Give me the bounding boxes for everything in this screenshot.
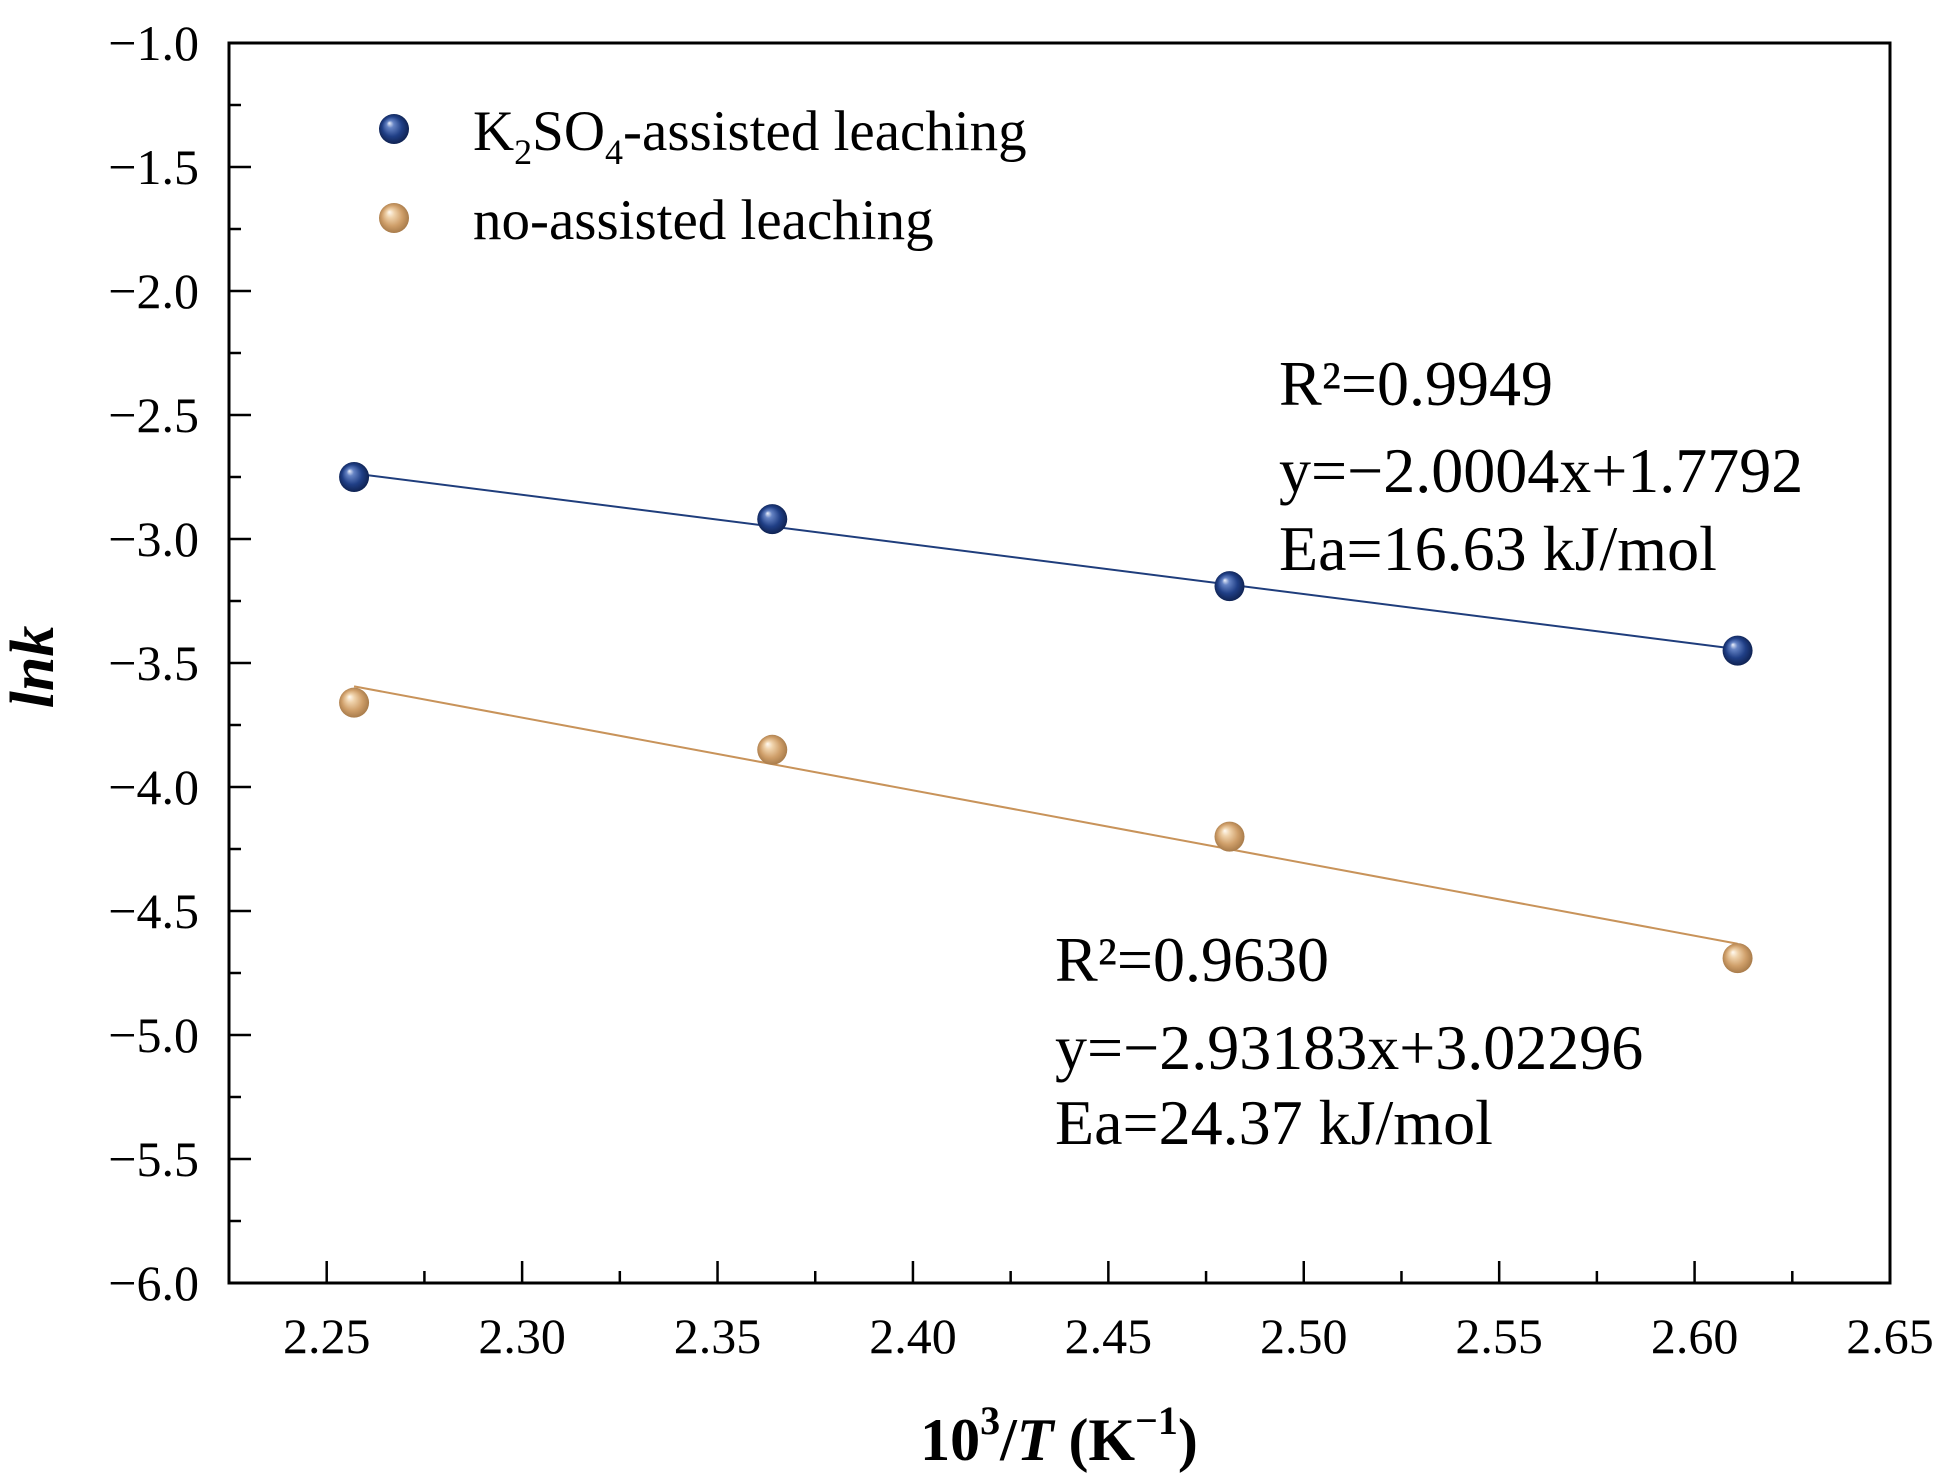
y-tick-label: −3.0 bbox=[108, 511, 199, 567]
x-tick-label: 2.55 bbox=[1455, 1308, 1543, 1364]
data-point-k2so4-assisted bbox=[1722, 635, 1753, 666]
y-tick-label: −6.0 bbox=[108, 1255, 199, 1311]
data-point-k2so4-assisted bbox=[757, 504, 788, 535]
x-axis-title-part: ) bbox=[1178, 1407, 1198, 1473]
x-tick-label: 2.25 bbox=[283, 1308, 371, 1364]
legend-marker-no-assisted bbox=[379, 203, 409, 233]
x-tick-label: 2.65 bbox=[1846, 1308, 1934, 1364]
legend-label-part: -assisted leaching bbox=[623, 100, 1027, 163]
data-point-k2so4-assisted bbox=[339, 462, 370, 492]
data-point-k2so4-assisted bbox=[1214, 571, 1245, 602]
x-axis-title-superscript: 3 bbox=[980, 1398, 1000, 1443]
x-axis-title-part: 10 bbox=[920, 1407, 980, 1473]
y-tick-label: −1.5 bbox=[108, 139, 199, 195]
legend-label-part: K bbox=[473, 100, 514, 163]
x-tick-label: 2.40 bbox=[869, 1308, 957, 1364]
x-axis-title-superscript: −1 bbox=[1135, 1398, 1178, 1443]
r-squared-no-assisted: R²=0.9630 bbox=[1055, 924, 1329, 995]
r-squared-k2so4-assisted: R²=0.9949 bbox=[1279, 348, 1553, 419]
data-point-no-assisted bbox=[1722, 943, 1753, 974]
annotation-no-assisted: R²=0.9630 y=−2.93183x+3.02296 Ea=24.37 k… bbox=[1055, 924, 1643, 1158]
y-tick-label: −2.0 bbox=[108, 263, 199, 319]
axis-tick-labels: 2.25 2.30 2.35 2.40 2.45 2.50 2.55 2.60 2.65 −1.0… bbox=[108, 15, 1933, 1364]
y-tick-label: −1.0 bbox=[108, 15, 199, 71]
y-tick-label: −4.0 bbox=[108, 759, 199, 815]
y-tick-label: −4.5 bbox=[108, 883, 199, 939]
annotation-k2so4-assisted: R²=0.9949 y=−2.0004x+1.7792 Ea=16.63 kJ/… bbox=[1279, 348, 1803, 584]
y-axis-title: lnk bbox=[0, 626, 67, 709]
legend-label-part: SO bbox=[532, 100, 605, 163]
fit-equation-k2so4-assisted: y=−2.0004x+1.7792 bbox=[1279, 435, 1803, 506]
y-tick-label: −5.5 bbox=[108, 1131, 199, 1187]
data-point-no-assisted bbox=[757, 734, 788, 765]
fit-line-no-assisted bbox=[353, 685, 1738, 945]
legend-label-no-assisted: no-assisted leaching bbox=[473, 189, 934, 252]
y-tick-label: −2.5 bbox=[108, 387, 199, 443]
data-point-no-assisted bbox=[1214, 821, 1245, 852]
fit-equation-no-assisted: y=−2.93183x+3.02296 bbox=[1055, 1012, 1643, 1083]
x-tick-label: 2.30 bbox=[478, 1308, 566, 1364]
legend: K2SO4-assisted leaching no-assisted leac… bbox=[379, 100, 1027, 252]
x-tick-label: 2.60 bbox=[1651, 1308, 1739, 1364]
x-axis-title-part: / bbox=[999, 1407, 1018, 1473]
x-axis-title-part: (K bbox=[1053, 1407, 1135, 1473]
y-tick-label: −3.5 bbox=[108, 635, 199, 691]
legend-label-subscript: 2 bbox=[514, 132, 532, 172]
legend-marker-k2so4-assisted bbox=[379, 114, 409, 144]
fit-line-k2so4-assisted bbox=[353, 472, 1738, 651]
data-points bbox=[339, 462, 1753, 974]
x-axis-title-part: T bbox=[1017, 1407, 1056, 1473]
x-tick-label: 2.35 bbox=[674, 1308, 762, 1364]
activation-energy-k2so4-assisted: Ea=16.63 kJ/mol bbox=[1279, 513, 1717, 584]
fit-lines bbox=[353, 472, 1738, 945]
x-tick-label: 2.45 bbox=[1065, 1308, 1153, 1364]
data-point-no-assisted bbox=[339, 687, 370, 718]
activation-energy-no-assisted: Ea=24.37 kJ/mol bbox=[1055, 1087, 1493, 1158]
x-axis-title: 103/T (K−1) bbox=[920, 1398, 1198, 1473]
legend-label-part: no-assisted leaching bbox=[473, 189, 934, 252]
x-tick-label: 2.50 bbox=[1260, 1308, 1348, 1364]
plot-frame bbox=[227, 41, 1892, 1285]
legend-label-subscript: 4 bbox=[605, 132, 623, 172]
legend-label-k2so4-assisted: K2SO4-assisted leaching bbox=[473, 100, 1027, 172]
y-tick-label: −5.0 bbox=[108, 1007, 199, 1063]
